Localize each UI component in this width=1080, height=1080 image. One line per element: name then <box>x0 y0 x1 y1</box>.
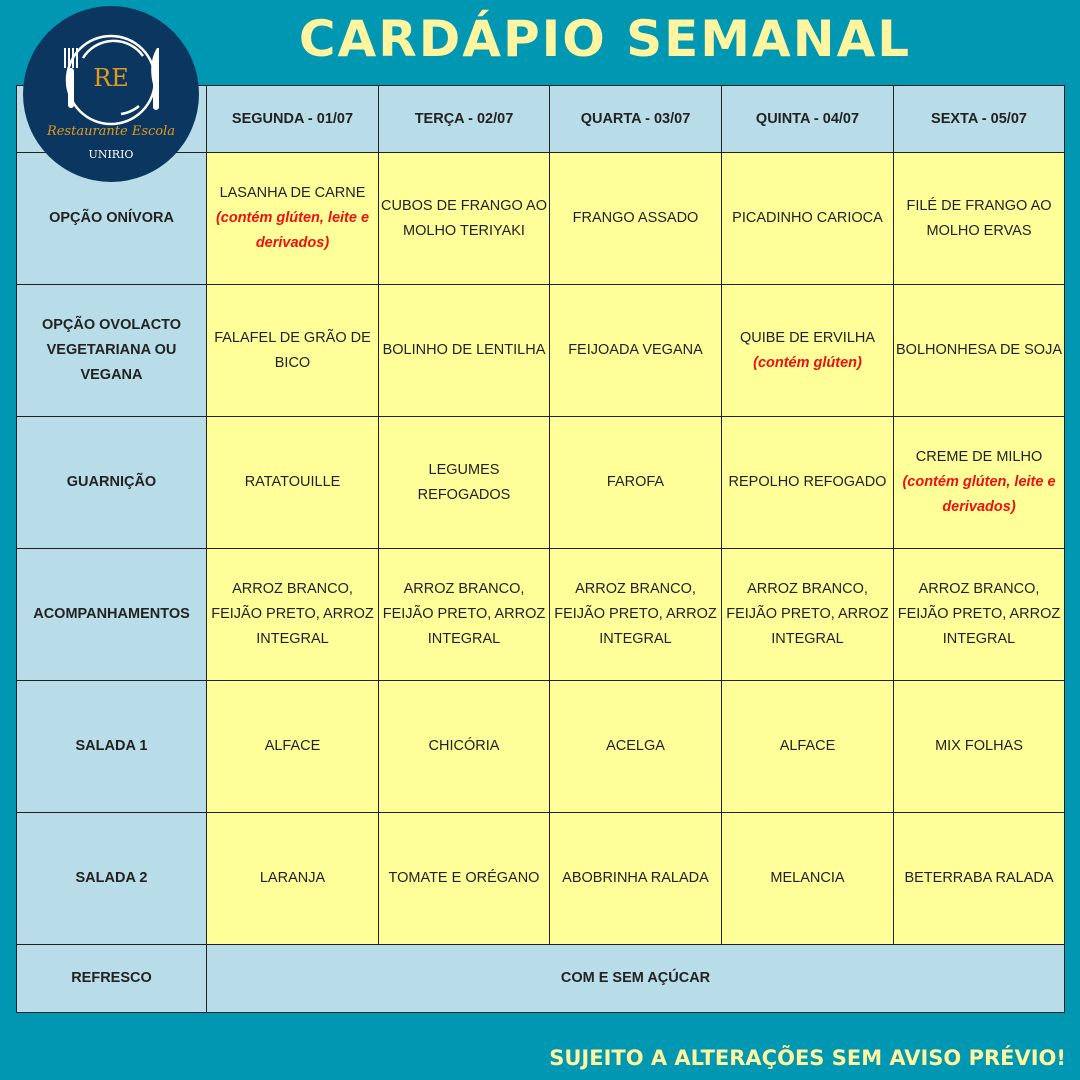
menu-cell: BETERRABA RALADA <box>893 812 1065 945</box>
restaurant-logo: RE Restaurante Escola UNIRIO <box>23 6 199 182</box>
dish-name: MELANCIA <box>770 870 845 886</box>
allergen-warning: (contém glúten, leite e derivados) <box>902 474 1056 515</box>
dish-name: ARROZ BRANCO, FEIJÃO PRETO, ARROZ INTEGR… <box>897 581 1061 647</box>
day-header: SEXTA - 05/07 <box>893 85 1065 153</box>
dish-name: RATATOUILLE <box>244 474 341 490</box>
dish-name: ARROZ BRANCO, FEIJÃO PRETO, ARROZ INTEGR… <box>554 581 717 647</box>
logo-institution: UNIRIO <box>88 148 134 161</box>
menu-table: SEGUNDA - 01/07 TERÇA - 02/07 QUARTA - 0… <box>16 85 1065 1013</box>
menu-cell: CHICÓRIA <box>378 680 550 813</box>
plate-cutlery-icon <box>64 34 159 126</box>
allergen-warning: (contém glúten, leite e derivados) <box>215 210 370 251</box>
menu-cell: ARROZ BRANCO, FEIJÃO PRETO, ARROZ INTEGR… <box>893 548 1065 681</box>
menu-row: GUARNIÇÃO RATATOUILLE LEGUMES REFOGADOS FAR… <box>16 416 1065 549</box>
refresco-row: REFRESCO COM E SEM AÇÚCAR <box>16 944 1065 1013</box>
menu-cell: RATATOUILLE <box>206 416 379 549</box>
menu-cell: ACELGA <box>549 680 722 813</box>
row-label: SALADA 2 <box>16 812 207 945</box>
menu-cell: ARROZ BRANCO, FEIJÃO PRETO, ARROZ INTEGR… <box>378 548 550 681</box>
dish-name: LASANHA DE CARNE <box>219 185 366 201</box>
menu-cell: ALFACE <box>721 680 894 813</box>
day-header: SEGUNDA - 01/07 <box>206 85 379 153</box>
logo-name: Restaurante Escola <box>46 124 176 139</box>
dish-name: LEGUMES REFOGADOS <box>417 461 511 503</box>
dish-name: ARROZ BRANCO, FEIJÃO PRETO, ARROZ INTEGR… <box>382 581 546 647</box>
menu-cell: ARROZ BRANCO, FEIJÃO PRETO, ARROZ INTEGR… <box>206 548 379 681</box>
menu-cell: CREME DE MILHO (contém glúten, leite e de… <box>893 416 1065 549</box>
menu-cell: FALAFEL DE GRÃO DE BICO <box>206 284 379 417</box>
allergen-warning: (contém glúten) <box>753 354 862 371</box>
day-header: TERÇA - 02/07 <box>378 85 550 153</box>
dish-name: TOMATE E ORÉGANO <box>388 870 540 886</box>
menu-row: OPÇÃO ONÍVORA LASANHA DE CARNE (contém glú… <box>16 152 1065 285</box>
dish-name: FALAFEL DE GRÃO DE BICO <box>214 329 371 371</box>
dish-name: ABOBRINHA RALADA <box>562 870 709 886</box>
dish-name: BOLHONHESA DE SOJA <box>896 342 1062 358</box>
day-header: QUARTA - 03/07 <box>549 85 722 153</box>
menu-cell: LEGUMES REFOGADOS <box>378 416 550 549</box>
menu-row: SALADA 1 ALFACE CHICÓRIA ACELGA ALFACE MIX FO… <box>16 680 1065 813</box>
row-label: GUARNIÇÃO <box>16 416 207 549</box>
menu-cell: CUBOS DE FRANGO AO MOLHO TERIYAKI <box>378 152 550 285</box>
dish-name: ALFACE <box>264 738 321 754</box>
dish-name: LARANJA <box>259 870 326 886</box>
logo-initials: RE <box>93 64 129 92</box>
dish-name: ALFACE <box>779 738 836 754</box>
menu-cell: ARROZ BRANCO, FEIJÃO PRETO, ARROZ INTEGR… <box>721 548 894 681</box>
dish-name: QUIBE DE ERVILHA <box>739 329 876 346</box>
menu-cell: FAROFA <box>549 416 722 549</box>
dish-name: FEIJOADA VEGANA <box>568 342 703 358</box>
dish-name: REPOLHO REFOGADO <box>728 474 887 490</box>
row-label: ACOMPANHAMENTOS <box>16 548 207 681</box>
dish-name: MIX FOLHAS <box>935 738 1023 754</box>
dish-name: ARROZ BRANCO, FEIJÃO PRETO, ARROZ INTEGR… <box>211 581 374 647</box>
menu-cell: MELANCIA <box>721 812 894 945</box>
menu-cell: FILÉ DE FRANGO AO MOLHO ERVAS <box>893 152 1065 285</box>
row-label: REFRESCO <box>16 944 207 1013</box>
menu-cell: BOLHONHESA DE SOJA <box>893 284 1065 417</box>
menu-cell: BOLINHO DE LENTILHA <box>378 284 550 417</box>
dish-name: ACELGA <box>606 738 665 754</box>
menu-cell: TOMATE E ORÉGANO <box>378 812 550 945</box>
row-label: OPÇÃO OVOLACTO VEGETARIANA OU VEGANA <box>16 284 207 417</box>
dish-name: BETERRABA RALADA <box>904 870 1054 886</box>
menu-cell: LASANHA DE CARNE (contém glúten, leite e … <box>206 152 379 285</box>
menu-cell: LARANJA <box>206 812 379 945</box>
menu-cell: ABOBRINHA RALADA <box>549 812 722 945</box>
menu-cell: ARROZ BRANCO, FEIJÃO PRETO, ARROZ INTEGR… <box>549 548 722 681</box>
menu-cell: PICADINHO CARIOCA <box>721 152 894 285</box>
dish-name: ARROZ BRANCO, FEIJÃO PRETO, ARROZ INTEGR… <box>726 581 889 647</box>
dish-name: BOLINHO DE LENTILHA <box>382 342 546 358</box>
day-header: QUINTA - 04/07 <box>721 85 894 153</box>
dish-name: CREME DE MILHO <box>915 449 1043 465</box>
dish-name: PICADINHO CARIOCA <box>732 210 883 226</box>
menu-cell: QUIBE DE ERVILHA (contém glúten) <box>721 284 894 417</box>
menu-row: OPÇÃO OVOLACTO VEGETARIANA OU VEGANA FALA… <box>16 284 1065 417</box>
menu-cell: FEIJOADA VEGANA <box>549 284 722 417</box>
row-label: SALADA 1 <box>16 680 207 813</box>
menu-row: ACOMPANHAMENTOS ARROZ BRANCO, FEIJÃO PRET… <box>16 548 1065 681</box>
menu-cell: ALFACE <box>206 680 379 813</box>
dish-name: FAROFA <box>606 474 665 490</box>
refresco-value: COM E SEM AÇÚCAR <box>206 944 1065 1013</box>
menu-row: SALADA 2 LARANJA TOMATE E ORÉGANO ABOBRINHA… <box>16 812 1065 945</box>
dish-name: FRANGO ASSADO <box>572 210 699 226</box>
menu-cell: FRANGO ASSADO <box>549 152 722 285</box>
menu-cell: MIX FOLHAS <box>893 680 1065 813</box>
disclaimer: SUJEITO A ALTERAÇÕES SEM AVISO PRÉVIO! <box>549 1046 1066 1070</box>
dish-name: FILÉ DE FRANGO AO MOLHO ERVAS <box>906 197 1052 239</box>
dish-name: CUBOS DE FRANGO AO MOLHO TERIYAKI <box>381 197 547 239</box>
dish-name: CHICÓRIA <box>428 738 500 754</box>
menu-cell: REPOLHO REFOGADO <box>721 416 894 549</box>
page-title: CARDÁPIO SEMANAL <box>298 10 912 68</box>
